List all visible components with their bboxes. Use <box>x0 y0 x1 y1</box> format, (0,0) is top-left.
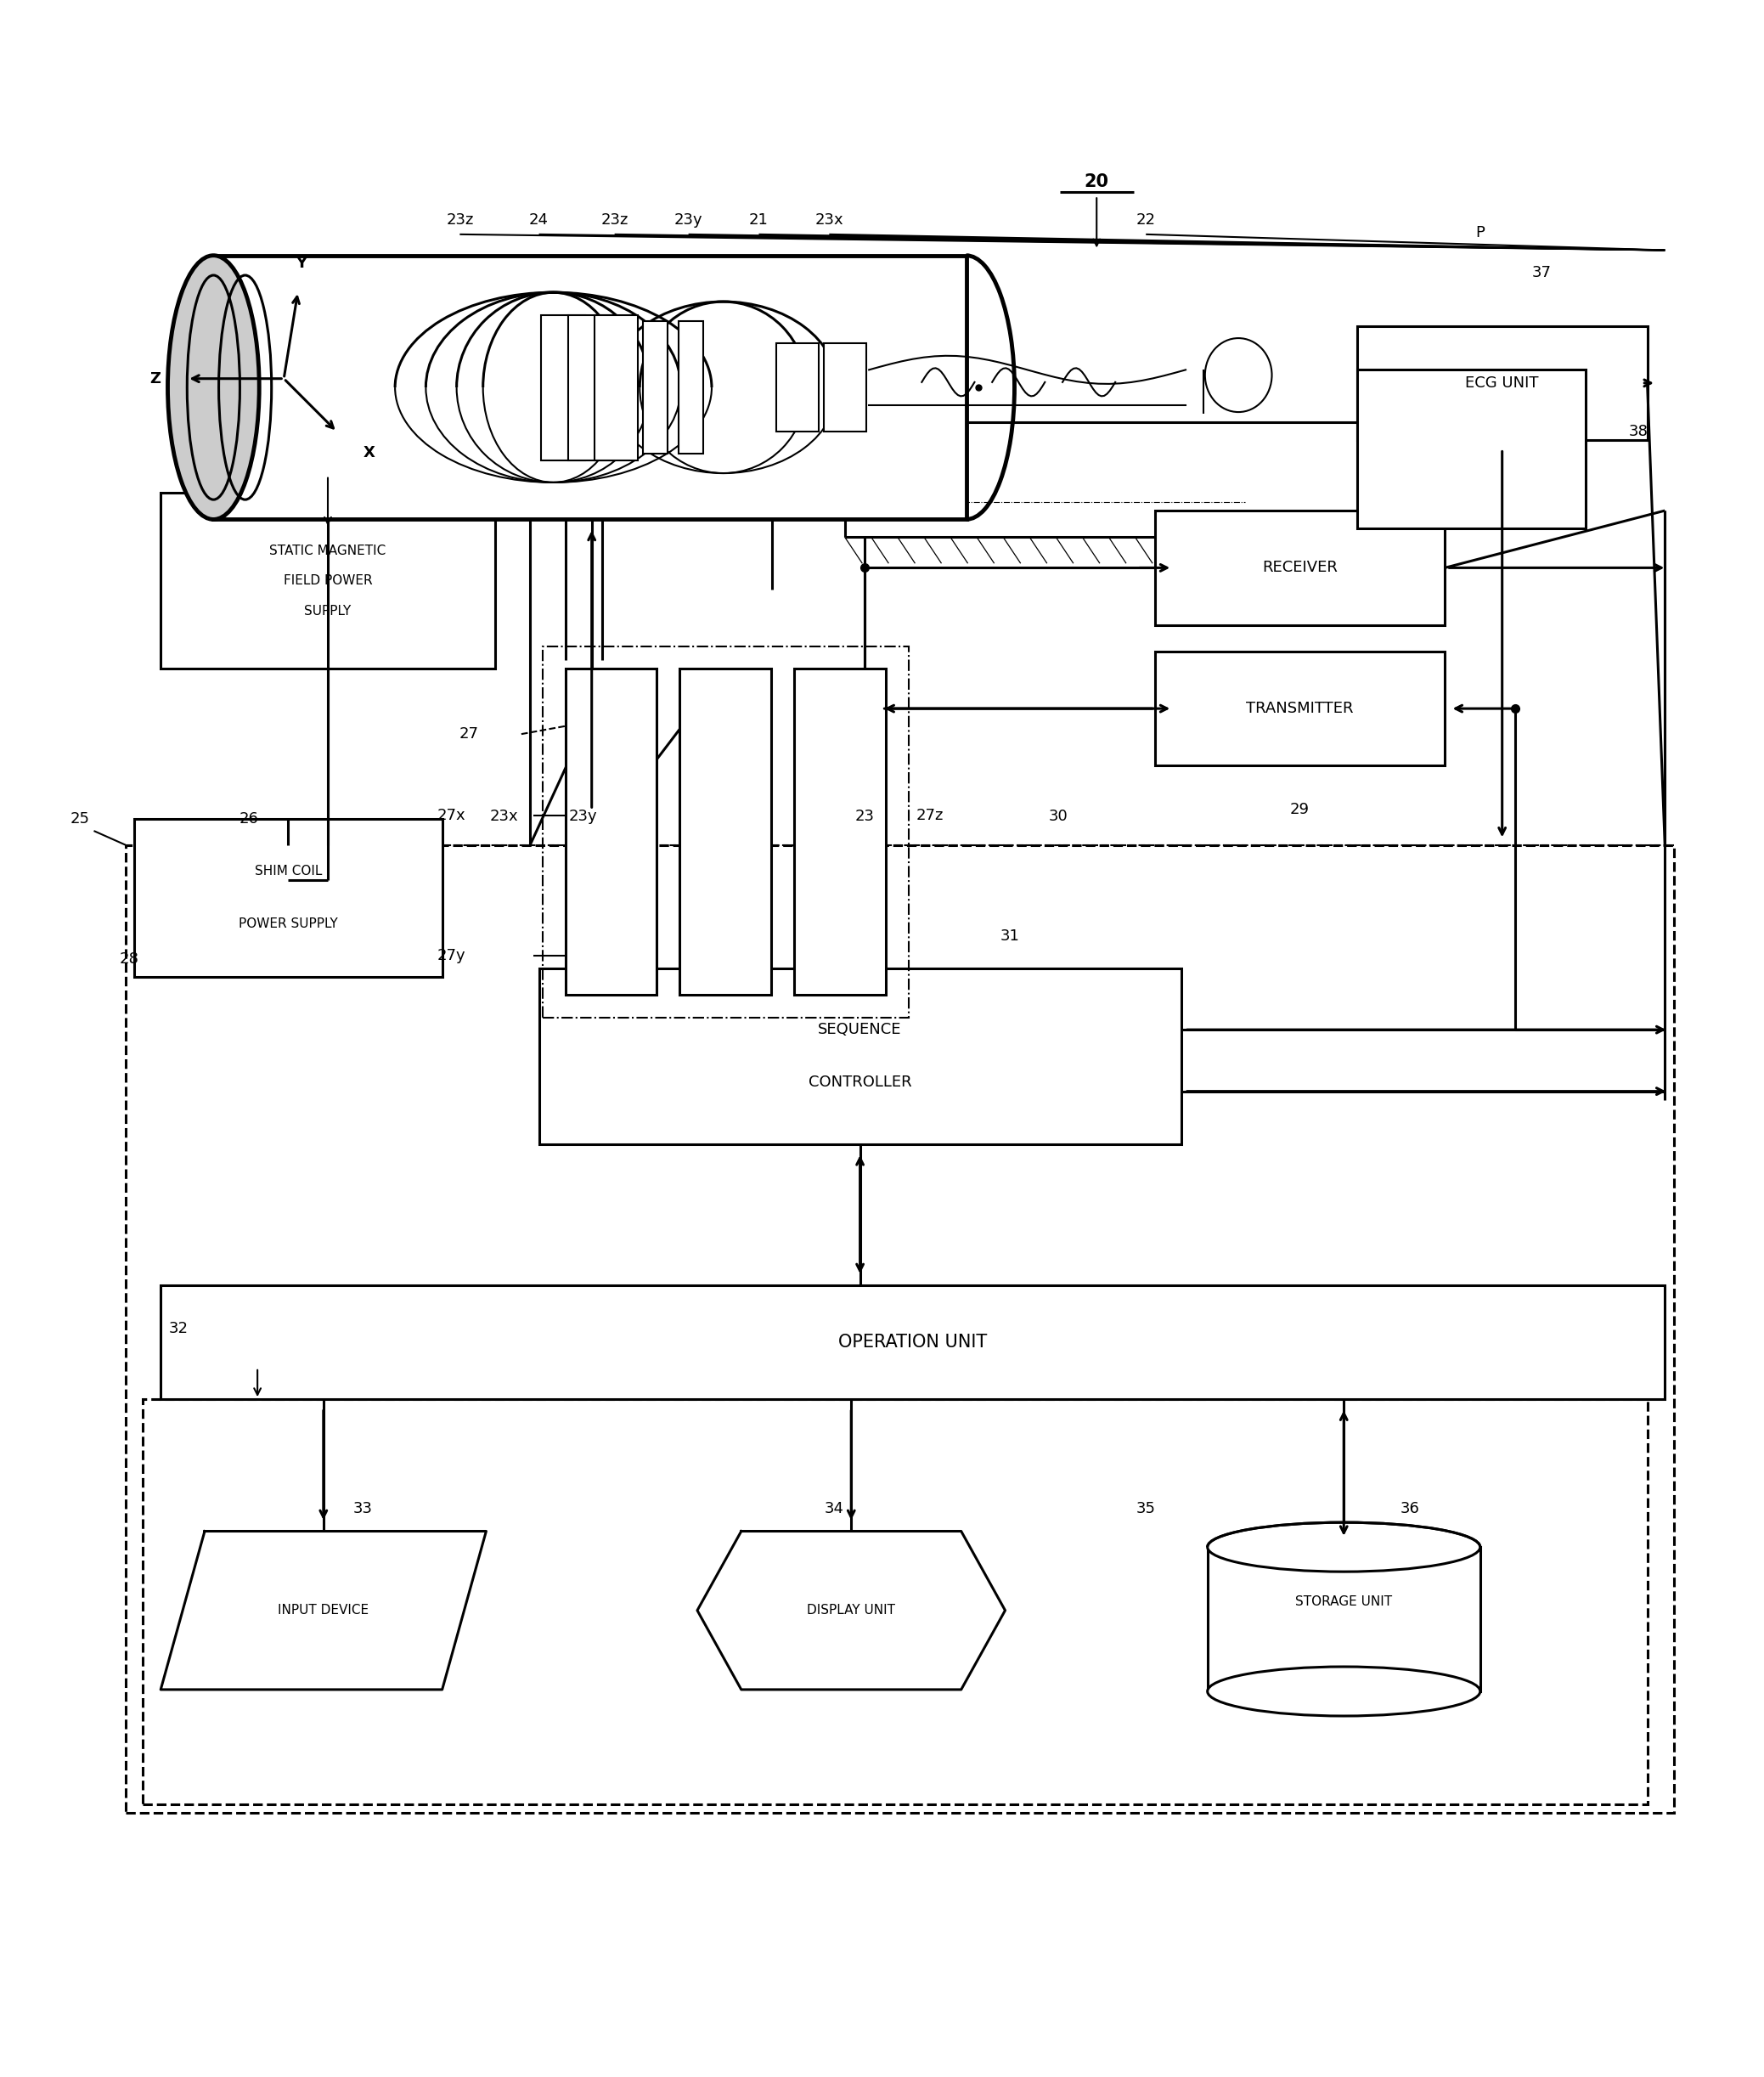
Text: 25: 25 <box>71 810 90 827</box>
Bar <box>1155 652 1445 766</box>
Bar <box>125 845 1674 1813</box>
Text: STORAGE UNIT: STORAGE UNIT <box>1295 1595 1392 1608</box>
Text: ECG UNIT: ECG UNIT <box>1466 376 1538 390</box>
Text: 28: 28 <box>120 951 139 968</box>
Text: DISPLAY UNIT: DISPLAY UNIT <box>808 1603 896 1616</box>
Text: 33: 33 <box>353 1502 372 1516</box>
Text: 26: 26 <box>238 810 258 827</box>
Text: 36: 36 <box>1401 1502 1420 1516</box>
Text: 23x: 23x <box>815 212 843 228</box>
Bar <box>542 316 586 459</box>
Text: 21: 21 <box>750 212 769 228</box>
Bar <box>161 492 496 669</box>
Text: POWER SUPPLY: POWER SUPPLY <box>238 918 339 930</box>
Bar <box>776 343 818 432</box>
Bar <box>1208 1547 1480 1691</box>
Bar <box>134 818 443 976</box>
Bar <box>1357 326 1648 440</box>
Text: Z: Z <box>150 372 161 386</box>
Text: Y: Y <box>296 255 307 270</box>
Text: 23x: 23x <box>489 810 519 825</box>
Text: 23z: 23z <box>446 212 473 228</box>
Bar <box>794 669 886 995</box>
Ellipse shape <box>1205 339 1272 411</box>
Text: 34: 34 <box>826 1502 845 1516</box>
Text: SUPPLY: SUPPLY <box>305 604 351 617</box>
Text: 27z: 27z <box>916 808 944 822</box>
Text: FIELD POWER: FIELD POWER <box>284 575 372 588</box>
Bar <box>1357 370 1586 528</box>
Bar <box>824 343 866 432</box>
Text: RECEIVER: RECEIVER <box>1261 561 1337 575</box>
Text: INPUT DEVICE: INPUT DEVICE <box>279 1603 369 1616</box>
Text: 35: 35 <box>1136 1502 1155 1516</box>
Text: X: X <box>363 444 374 461</box>
Text: 23z: 23z <box>602 212 628 228</box>
Bar <box>540 968 1182 1144</box>
Text: 38: 38 <box>1628 424 1648 438</box>
Text: 27y: 27y <box>437 947 466 964</box>
Text: 32: 32 <box>169 1321 189 1336</box>
Bar <box>543 646 908 1018</box>
Text: P: P <box>1475 224 1485 241</box>
Bar <box>1155 511 1445 625</box>
Ellipse shape <box>168 255 259 519</box>
Text: OPERATION UNIT: OPERATION UNIT <box>838 1333 988 1350</box>
Text: 29: 29 <box>1289 802 1309 818</box>
Ellipse shape <box>1208 1666 1480 1716</box>
Bar <box>564 669 656 995</box>
Text: 23y: 23y <box>568 810 598 825</box>
Bar <box>679 669 771 995</box>
Bar <box>568 316 612 459</box>
Text: 30: 30 <box>1048 810 1067 825</box>
Ellipse shape <box>1208 1522 1480 1572</box>
Text: SEQUENCE: SEQUENCE <box>818 1022 901 1036</box>
Bar <box>143 1400 1648 1805</box>
Text: STATIC MAGNETIC: STATIC MAGNETIC <box>270 544 386 557</box>
Text: 23y: 23y <box>674 212 702 228</box>
Bar <box>594 316 639 459</box>
Text: 37: 37 <box>1531 266 1552 280</box>
Polygon shape <box>697 1531 1005 1689</box>
Bar <box>644 322 669 453</box>
Text: 20: 20 <box>1085 172 1110 189</box>
Text: 31: 31 <box>1000 928 1020 945</box>
Bar <box>213 255 967 519</box>
Bar <box>679 322 702 453</box>
Text: 22: 22 <box>1136 212 1155 228</box>
Text: 24: 24 <box>529 212 549 228</box>
Polygon shape <box>161 1531 487 1689</box>
Text: TRANSMITTER: TRANSMITTER <box>1245 700 1353 717</box>
Text: 27x: 27x <box>437 808 466 822</box>
Bar <box>161 1286 1665 1400</box>
Text: 27: 27 <box>459 727 478 741</box>
Text: 23: 23 <box>854 810 875 825</box>
Text: SHIM COIL: SHIM COIL <box>254 864 323 879</box>
Text: CONTROLLER: CONTROLLER <box>808 1074 912 1090</box>
